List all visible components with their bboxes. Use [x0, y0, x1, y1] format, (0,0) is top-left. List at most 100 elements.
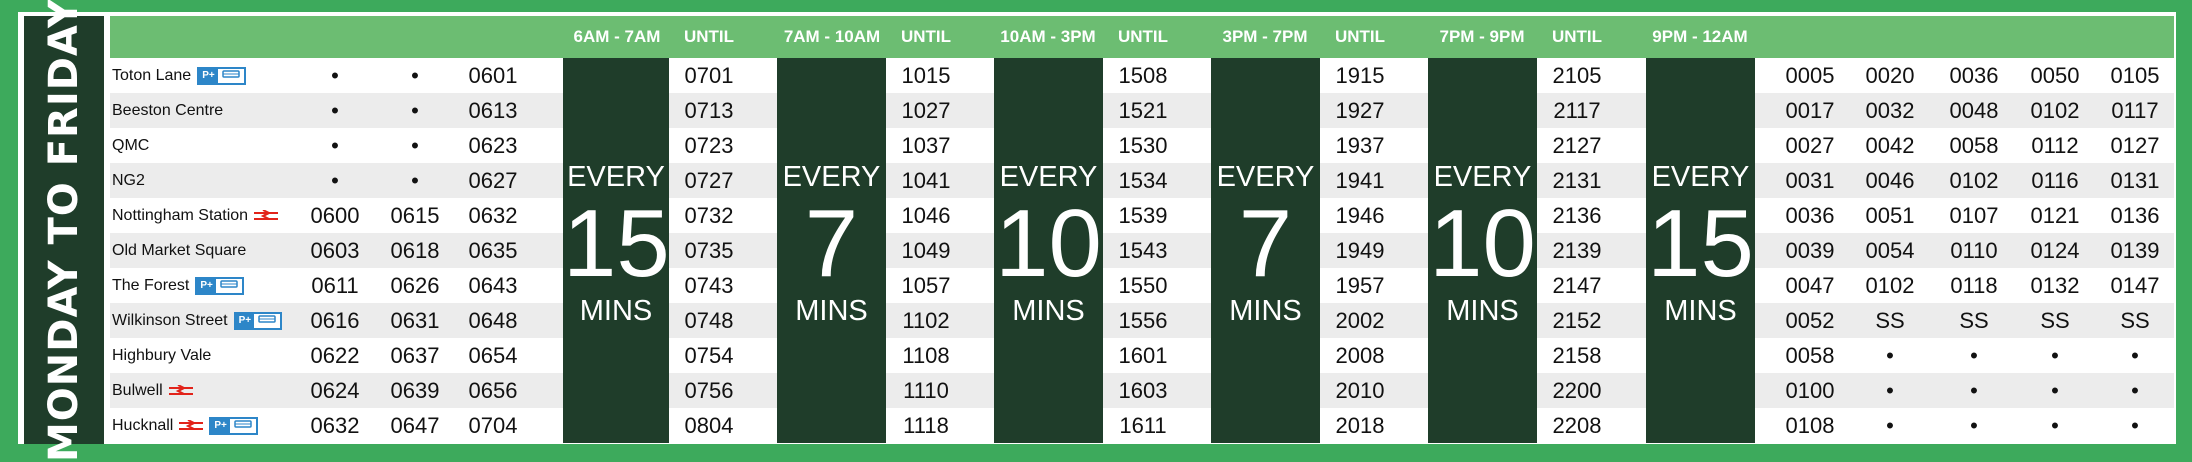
time-cell: 1543	[1118, 238, 1168, 263]
day-title: MONDAY TO FRIDAY	[41, 0, 87, 462]
time-cell: 1550	[1118, 273, 1168, 298]
stop-name: QMC	[112, 128, 149, 163]
time-cell: 1037	[901, 133, 951, 158]
time-cell: •	[411, 98, 419, 123]
time-cell: •	[411, 133, 419, 158]
time-cell: 0116	[2031, 168, 2079, 193]
stop-label: Bulwell	[112, 382, 163, 399]
time-cell: 0623	[468, 133, 518, 158]
frequency-every: EVERY	[782, 161, 881, 193]
time-cell: 2136	[1552, 203, 1602, 228]
time-cell: 0613	[468, 98, 518, 123]
time-cell: 1110	[903, 378, 949, 403]
time-cell: 0647	[390, 413, 440, 438]
time-cell: 0704	[468, 413, 518, 438]
time-cell: 0701	[684, 63, 734, 88]
time-cell: 1946	[1335, 203, 1385, 228]
time-cell: 1057	[901, 273, 951, 298]
stop-name: Nottingham Station	[112, 198, 279, 233]
stop-name: Old Market Square	[112, 233, 246, 268]
stop-label: Nottingham Station	[112, 207, 249, 224]
time-cell: 0632	[310, 413, 360, 438]
time-cell: 0626	[390, 273, 440, 298]
national-rail-icon	[179, 419, 204, 432]
stop-label: The Forest	[112, 277, 190, 294]
time-cell: 2147	[1552, 273, 1602, 298]
time-cell: 0624	[310, 378, 360, 403]
frequency-label: EVERY 7 MINS	[1211, 58, 1320, 443]
time-cell: 1611	[1119, 413, 1167, 438]
time-cell: 0639	[390, 378, 440, 403]
time-cell: 0648	[468, 308, 518, 333]
header-label: UNTIL	[1117, 27, 1169, 46]
time-cell: 1530	[1118, 133, 1168, 158]
time-cell: 1534	[1118, 168, 1168, 193]
time-cell: •	[1886, 413, 1894, 438]
time-cell: 0654	[468, 343, 518, 368]
header-label: UNTIL	[683, 27, 735, 46]
stop-label: Hucknall	[112, 417, 174, 434]
time-cell: 0051	[1865, 203, 1915, 228]
time-cell: 0054	[1865, 238, 1915, 263]
time-cell: 0754	[684, 343, 734, 368]
stop-label: Wilkinson Street	[112, 312, 228, 329]
time-cell: •	[2051, 413, 2059, 438]
frequency-minutes: 7	[1238, 190, 1293, 297]
frequency-column	[994, 58, 1103, 443]
time-cell: 0727	[684, 168, 734, 193]
header-label: UNTIL	[900, 27, 952, 46]
time-cell: •	[2131, 413, 2139, 438]
stop-name: Wilkinson Street P+	[112, 303, 283, 338]
time-cell: 0046	[1865, 168, 1915, 193]
frequency-minutes: 10	[1429, 190, 1536, 297]
time-cell: 0052	[1785, 308, 1835, 333]
time-cell: 1915	[1335, 63, 1385, 88]
frequency-every: EVERY	[999, 161, 1098, 193]
time-cell: •	[2051, 378, 2059, 403]
time-cell: 0743	[684, 273, 734, 298]
time-cell: •	[411, 63, 419, 88]
time-cell: 0147	[2110, 273, 2160, 298]
time-cell: 0039	[1785, 238, 1835, 263]
time-cell: 1603	[1118, 378, 1168, 403]
time-cell: 1927	[1335, 98, 1385, 123]
time-cell: SS	[2040, 308, 2070, 333]
frequency-mins: MINS	[795, 295, 868, 327]
time-cell: 0656	[468, 378, 518, 403]
national-rail-icon	[168, 384, 193, 397]
time-cell: 0615	[390, 203, 440, 228]
time-cell: SS	[2120, 308, 2150, 333]
park-and-ride-icon: P+	[233, 311, 283, 330]
time-cell: 0058	[1785, 343, 1835, 368]
stop-name: Hucknall P+	[112, 408, 258, 443]
time-cell: 0118	[1950, 273, 1998, 298]
header-label: UNTIL	[1551, 27, 1603, 46]
time-cell: 0723	[684, 133, 734, 158]
header-row: 6AM - 7AM UNTIL 7AM - 10AM UNTIL 10AM - 3PM U…	[110, 16, 2174, 58]
row-band	[110, 303, 2174, 338]
time-cell: 1102	[902, 308, 950, 333]
time-cell: 0622	[310, 343, 360, 368]
frequency-column	[777, 58, 886, 443]
frequency-every: EVERY	[1433, 161, 1532, 193]
time-cell: 1521	[1118, 98, 1168, 123]
time-cell: 0112	[2031, 133, 2079, 158]
frequency-minutes: 15	[563, 190, 670, 297]
frequency-column	[563, 58, 669, 443]
row-band	[110, 163, 2174, 198]
frequency-minutes: 10	[995, 190, 1102, 297]
time-cell: 0132	[2030, 273, 2080, 298]
time-cell: 0127	[2110, 133, 2160, 158]
stop-name: NG2	[112, 163, 145, 198]
time-cell: 0637	[390, 343, 440, 368]
park-and-ride-icon: P+	[197, 66, 246, 85]
time-cell: 0631	[390, 308, 440, 333]
time-cell: 0616	[310, 308, 360, 333]
time-cell: •	[1970, 413, 1978, 438]
frequency-mins: MINS	[1446, 295, 1519, 327]
time-cell: 1539	[1118, 203, 1168, 228]
time-cell: 0048	[1949, 98, 1999, 123]
time-cell: 0107	[1949, 203, 1999, 228]
time-cell: 0042	[1865, 133, 1915, 158]
time-cell: 0627	[468, 168, 518, 193]
